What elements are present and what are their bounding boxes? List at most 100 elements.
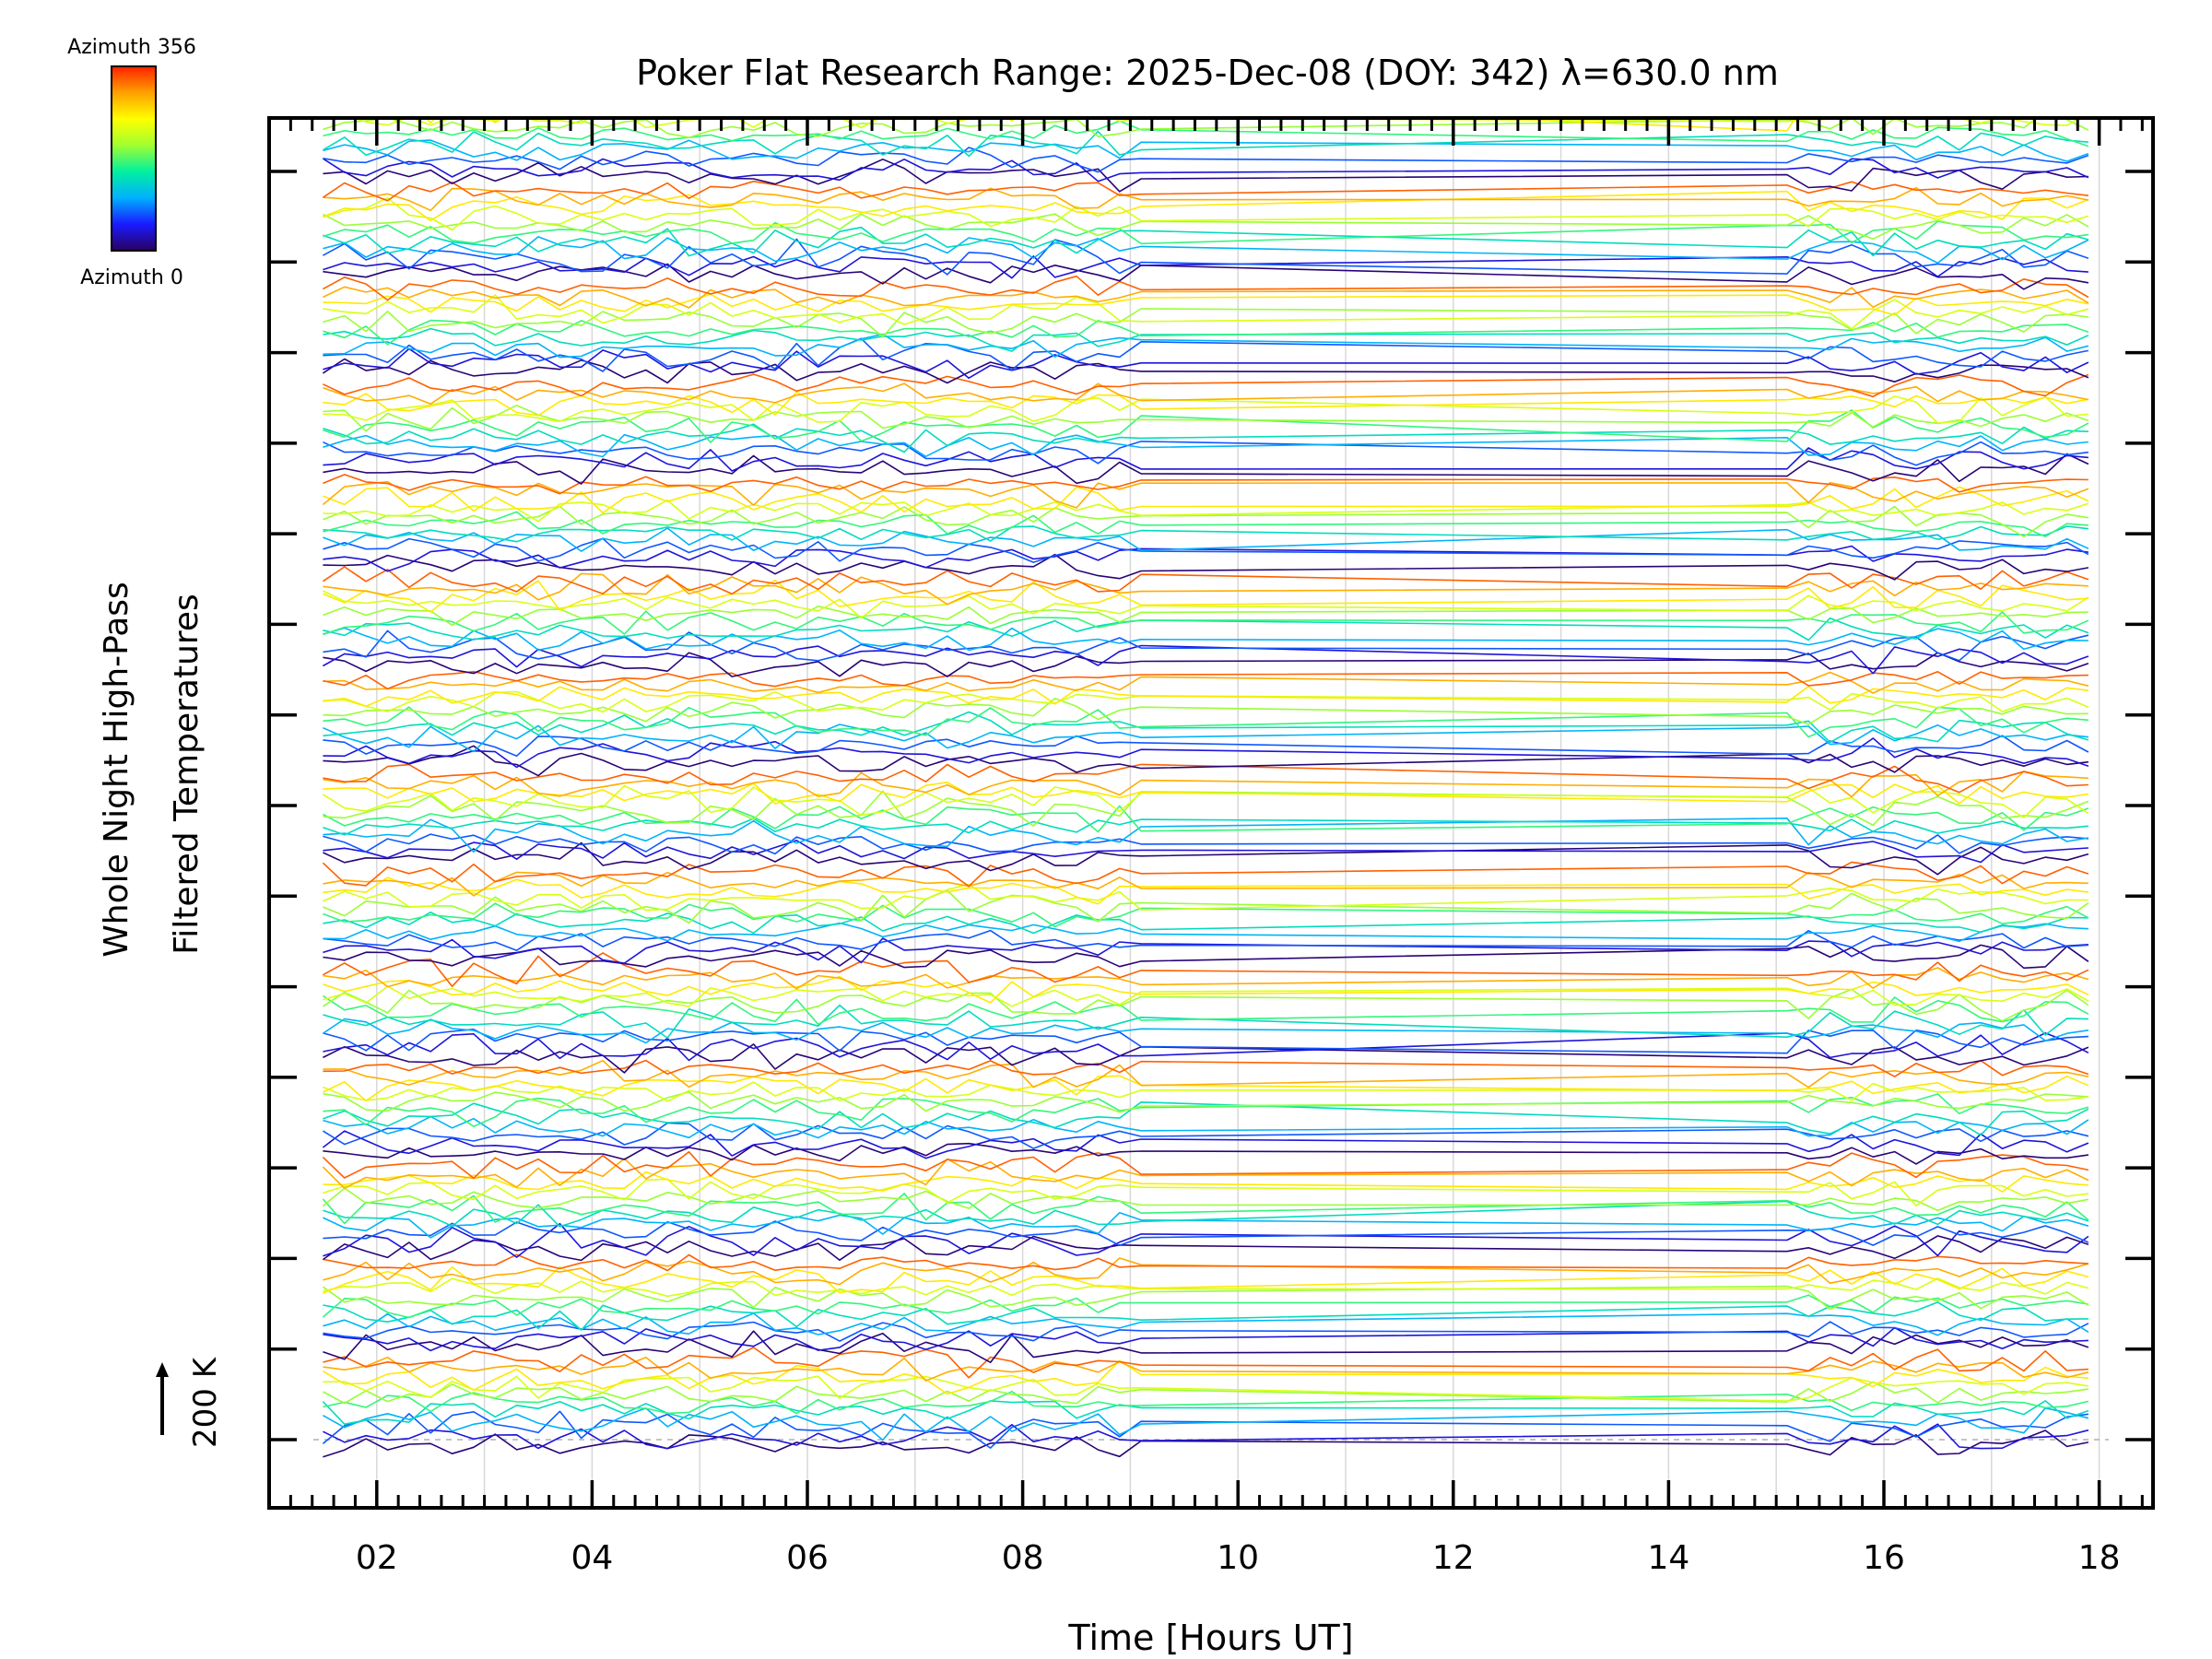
azimuth-trace	[322, 1294, 2089, 1319]
azimuth-trace	[323, 1212, 2089, 1239]
azimuth-trace	[323, 763, 2088, 794]
azimuth-trace	[323, 1301, 2088, 1331]
azimuth-trace	[322, 1187, 2089, 1212]
azimuth-trace	[323, 190, 2089, 222]
azimuth-trace	[323, 525, 2088, 543]
azimuth-trace	[323, 1265, 2089, 1294]
x-tick-label: 18	[2078, 1539, 2121, 1577]
azimuth-trace	[322, 1400, 2089, 1425]
x-tick-label: 02	[356, 1539, 398, 1577]
azimuth-trace	[322, 1235, 2089, 1262]
azimuth-trace	[322, 566, 2089, 595]
colorbar	[111, 65, 157, 252]
colorbar-bottom-label: Azimuth 0	[80, 266, 183, 289]
azimuth-trace	[323, 944, 2089, 970]
azimuth-trace	[323, 382, 2089, 406]
azimuth-trace	[323, 308, 2088, 338]
azimuth-trace	[323, 911, 2088, 935]
azimuth-trace	[323, 871, 2088, 897]
azimuth-trace	[323, 1093, 2089, 1127]
azimuth-trace	[323, 327, 2089, 352]
azimuth-trace	[323, 975, 2089, 1004]
azimuth-trace	[323, 505, 2089, 538]
azimuth-trace	[323, 1222, 2089, 1258]
azimuth-trace	[323, 617, 2089, 641]
azimuth-trace	[322, 1285, 2089, 1311]
azimuth-trace	[322, 181, 2088, 202]
azimuth-trace	[323, 1032, 2089, 1062]
azimuth-trace	[323, 1381, 2089, 1405]
azimuth-trace	[323, 293, 2089, 316]
azimuth-trace	[323, 605, 2088, 627]
azimuth-trace	[322, 994, 2089, 1026]
x-tick-label: 04	[571, 1539, 613, 1577]
azimuth-trace	[323, 724, 2088, 753]
azimuth-trace	[323, 737, 2089, 769]
azimuth-trace	[323, 805, 2089, 833]
azimuth-trace	[323, 610, 2089, 636]
plot-frame	[267, 116, 2155, 1510]
azimuth-trace	[323, 817, 2089, 853]
azimuth-trace	[322, 1150, 2089, 1179]
azimuth-trace	[323, 590, 2089, 619]
azimuth-trace	[323, 236, 2089, 265]
azimuth-trace	[323, 690, 2089, 713]
azimuth-trace	[322, 1122, 2089, 1149]
azimuth-trace	[323, 833, 2088, 855]
azimuth-trace	[323, 685, 2088, 708]
azimuth-trace	[323, 1115, 2089, 1139]
scale-indicator: 200 K	[156, 1356, 224, 1448]
x-tick-label: 10	[1217, 1539, 1259, 1577]
azimuth-trace	[322, 1359, 2088, 1395]
azimuth-trace	[323, 511, 2088, 538]
azimuth-trace	[322, 1193, 2089, 1225]
azimuth-trace	[323, 263, 2089, 290]
azimuth-trace	[323, 90, 2088, 110]
azimuth-trace	[322, 130, 2088, 158]
azimuth-trace	[323, 670, 2088, 690]
azimuth-trace	[323, 147, 2089, 173]
azimuth-trace	[323, 1423, 2089, 1450]
azimuth-trace	[323, 1200, 2089, 1228]
x-tick-labels: 02 04 06 08 10 12 14 16 18	[356, 1539, 2121, 1577]
y-axis-label-line1: Whole Night High-Pass	[98, 582, 135, 958]
azimuth-trace	[322, 358, 2089, 384]
azimuth-trace	[323, 1059, 2089, 1077]
azimuth-trace	[323, 652, 2089, 677]
azimuth-trace	[322, 1130, 2089, 1159]
azimuth-trace	[323, 1253, 2088, 1272]
x-tick-label: 06	[786, 1539, 829, 1577]
y-axis-label-line2: Filtered Temperatures	[168, 594, 206, 955]
azimuth-trace	[323, 1375, 2089, 1402]
azimuth-trace	[323, 337, 2089, 372]
azimuth-trace	[323, 286, 2089, 309]
azimuth-trace	[323, 1004, 2088, 1039]
azimuth-trace	[323, 395, 2088, 424]
azimuth-trace	[323, 275, 2089, 301]
azimuth-trace	[323, 159, 2088, 193]
azimuth-trace	[323, 433, 2088, 458]
x-tick-label: 08	[1002, 1539, 1044, 1577]
azimuth-trace	[323, 423, 2088, 453]
azimuth-trace	[323, 1029, 2088, 1054]
azimuth-trace	[323, 118, 2089, 138]
azimuth-trace	[323, 319, 2089, 346]
azimuth-trace	[323, 1347, 2088, 1379]
azimuth-trace	[323, 1059, 2089, 1088]
azimuth-trace	[323, 486, 2089, 514]
azimuth-trace	[323, 818, 2088, 836]
azimuth-trace	[323, 391, 2089, 417]
azimuth-trace	[322, 1158, 2089, 1190]
azimuth-trace	[323, 985, 2089, 1007]
x-tick-label: 14	[1647, 1539, 1689, 1577]
azimuth-trace	[323, 1277, 2089, 1298]
azimuth-trace	[323, 545, 2089, 572]
scale-label: 200 K	[187, 1356, 224, 1448]
azimuth-trace	[323, 255, 2088, 279]
azimuth-trace	[323, 447, 2088, 472]
azimuth-trace	[323, 186, 2089, 212]
series-traces	[322, 90, 2089, 1458]
azimuth-trace	[323, 1091, 2088, 1113]
x-tick-label: 16	[1863, 1539, 1905, 1577]
